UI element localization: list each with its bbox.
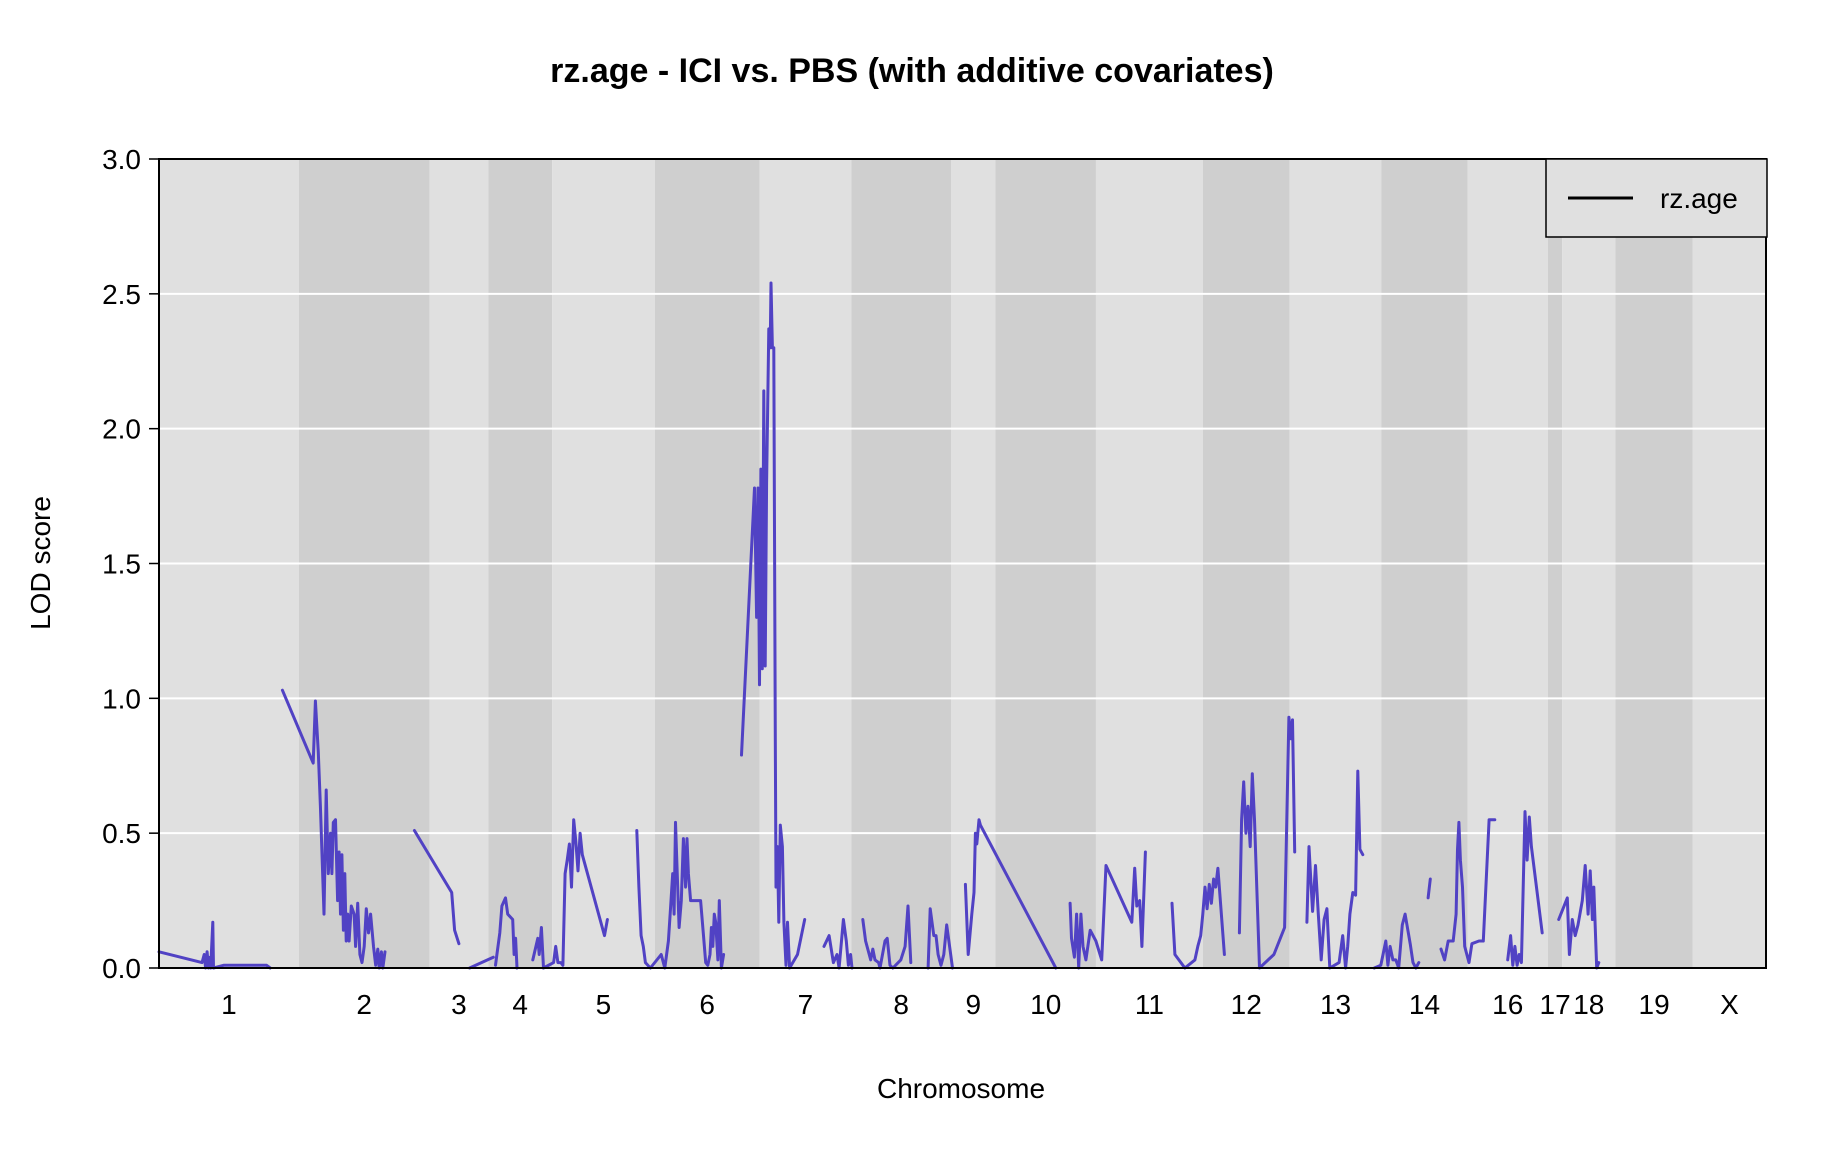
x-tick-label: 16 xyxy=(1492,989,1523,1020)
series-line-rz.age xyxy=(1372,912,1421,970)
y-tick-label: 3.0 xyxy=(102,144,141,175)
y-tick-label: 2.5 xyxy=(102,279,141,310)
series-line-rz.age xyxy=(468,955,495,970)
series-line-rz.age xyxy=(531,818,609,970)
series-line-rz.age xyxy=(1068,850,1147,970)
legend-label: rz.age xyxy=(1660,183,1738,214)
legend: rz.age xyxy=(1545,158,1768,238)
y-tick-label: 1.0 xyxy=(102,683,141,714)
x-axis-label: Chromosome xyxy=(877,1073,1045,1104)
x-tick-label: 5 xyxy=(596,989,612,1020)
x-tick-label: 8 xyxy=(893,989,909,1020)
x-tick-label: 13 xyxy=(1320,989,1351,1020)
x-axis-ticks: 1 2 3 4 5 6 7 8 9 10 11 12 13 14 16 17 18 19 X xyxy=(221,989,1739,1020)
x-tick-label: 12 xyxy=(1231,989,1262,1020)
x-tick-label: 11 xyxy=(1135,989,1164,1020)
x-tick-label: 6 xyxy=(699,989,715,1020)
y-tick-label: 0.5 xyxy=(102,818,141,849)
chart-title: rz.age - ICI vs. PBS (with additive cova… xyxy=(550,52,1274,90)
series-line-rz.age xyxy=(494,896,519,970)
series-line-rz.age xyxy=(157,920,272,970)
x-tick-label: 10 xyxy=(1030,989,1061,1020)
x-tick-label: 19 xyxy=(1639,989,1670,1020)
x-tick-label: 7 xyxy=(798,989,814,1020)
x-tick-label: 3 xyxy=(451,989,467,1020)
x-tick-label: 14 xyxy=(1409,989,1440,1020)
y-tick-label: 1.5 xyxy=(102,549,141,580)
series-line-rz.age xyxy=(1170,866,1226,970)
x-tick-label: 2 xyxy=(356,989,372,1020)
series-line-rz.age xyxy=(280,688,387,970)
series-line-rz.age xyxy=(963,818,1058,970)
series-line-rz.age xyxy=(1506,810,1544,967)
y-tick-label: 0.0 xyxy=(102,953,141,984)
x-tick-label: X xyxy=(1720,989,1739,1020)
x-tick-label: 4 xyxy=(512,989,528,1020)
series-line-rz.age xyxy=(1426,877,1432,900)
series-line-rz.age xyxy=(1305,769,1365,970)
series-line-rz.age xyxy=(926,907,954,970)
series-line-rz.age xyxy=(635,820,726,970)
series-line-rz.age xyxy=(1237,715,1297,970)
y-tick-label: 2.0 xyxy=(102,414,141,445)
series-line-rz.age xyxy=(1439,818,1497,965)
x-tick-label: 17 xyxy=(1540,989,1571,1020)
lod-series xyxy=(157,281,1601,970)
x-tick-label: 18 xyxy=(1573,989,1604,1020)
series-line-rz.age xyxy=(861,904,913,970)
series-line-rz.age xyxy=(740,281,807,970)
series-line-rz.age xyxy=(1557,864,1601,970)
y-axis-label: LOD score xyxy=(25,496,56,630)
x-tick-label: 1 xyxy=(221,989,237,1020)
x-tick-label: 9 xyxy=(965,989,981,1020)
series-line-rz.age xyxy=(412,829,461,946)
y-axis-ticks: 0.0 0.5 1.0 1.5 2.0 2.5 3.0 xyxy=(102,144,159,984)
series-line-rz.age xyxy=(822,918,854,970)
